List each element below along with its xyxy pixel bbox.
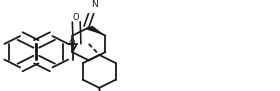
Polygon shape bbox=[85, 26, 105, 36]
Text: O: O bbox=[73, 13, 80, 22]
Text: O: O bbox=[69, 39, 75, 48]
Text: N: N bbox=[91, 0, 98, 9]
